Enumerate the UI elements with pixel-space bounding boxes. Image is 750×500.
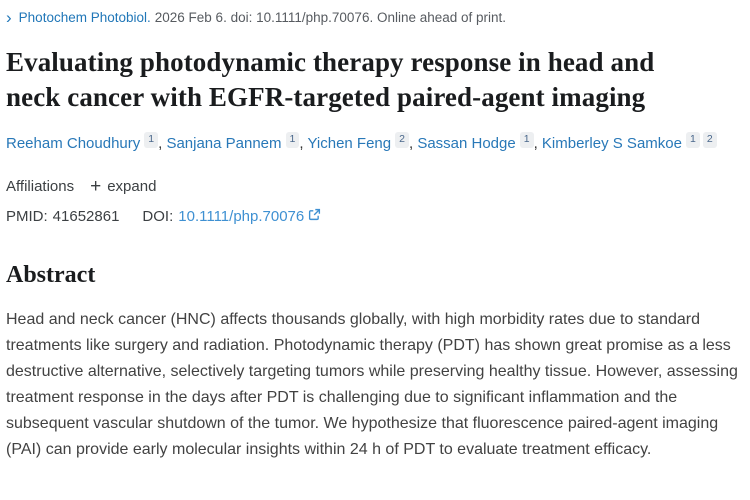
author-affiliation-badge: 1 [519, 132, 534, 148]
pmid-label: PMID: [6, 208, 48, 225]
author-affiliation-badge: 2 [395, 132, 409, 148]
citation-line: › Photochem Photobiol. 2026 Feb 6. doi: … [6, 8, 740, 28]
author-link[interactable]: Sanjana Pannem [166, 135, 282, 152]
author-link[interactable]: Reeham Choudhury [6, 135, 141, 152]
pmid-group: PMID: 41652861 [6, 208, 119, 225]
author: Reeham Choudhury 1, [6, 132, 167, 152]
expand-affiliations-button[interactable]: + expand [90, 176, 157, 197]
author-separator: , [533, 135, 542, 152]
affiliations-label: Affiliations [6, 178, 75, 195]
author-affiliation-badge: 2 [702, 132, 717, 148]
expand-label: expand [107, 178, 157, 195]
identifiers-row: PMID: 41652861 DOI: 10.1111/php.70076 [6, 208, 740, 225]
doi-label: DOI: [142, 208, 174, 225]
author-link[interactable]: Kimberley S Samkoe [541, 135, 682, 152]
doi-link[interactable]: 10.1111/php.70076 [178, 208, 305, 225]
author-affiliation-badge: 1 [685, 132, 700, 148]
author-separator: , [299, 135, 308, 152]
author-link[interactable]: Sassan Hodge [417, 135, 516, 152]
author: Yichen Feng 2, [307, 132, 418, 152]
author: Sassan Hodge 1, [417, 132, 542, 152]
author-separator: , [158, 135, 167, 152]
citation-meta: 2026 Feb 6. doi: 10.1111/php.70076. Onli… [154, 10, 507, 25]
chevron-right-icon: › [6, 8, 12, 27]
author: Kimberley S Samkoe 1 2 [541, 132, 717, 152]
article-page: › Photochem Photobiol. 2026 Feb 6. doi: … [6, 8, 740, 458]
abstract-text: Head and neck cancer (HNC) affects thous… [6, 311, 738, 458]
author-separator: , [408, 135, 418, 152]
external-link-icon [308, 208, 321, 225]
author: Sanjana Pannem 1, [166, 132, 308, 152]
pmid-value: 41652861 [52, 208, 120, 225]
authors-line: Reeham Choudhury 1, Sanjana Pannem 1, Yich… [6, 132, 740, 155]
author-affiliation-badge: 1 [285, 132, 300, 148]
affiliations-row: Affiliations + expand [6, 176, 740, 197]
doi-group: DOI: 10.1111/php.70076 [142, 208, 321, 225]
article-title: Evaluating photodynamic therapy response… [6, 47, 655, 112]
author-link[interactable]: Yichen Feng [307, 135, 392, 152]
journal-link[interactable]: Photochem Photobiol. [18, 10, 151, 25]
plus-icon: + [90, 176, 102, 197]
abstract-heading: Abstract [6, 262, 96, 288]
author-affiliation-badge: 1 [144, 132, 159, 148]
